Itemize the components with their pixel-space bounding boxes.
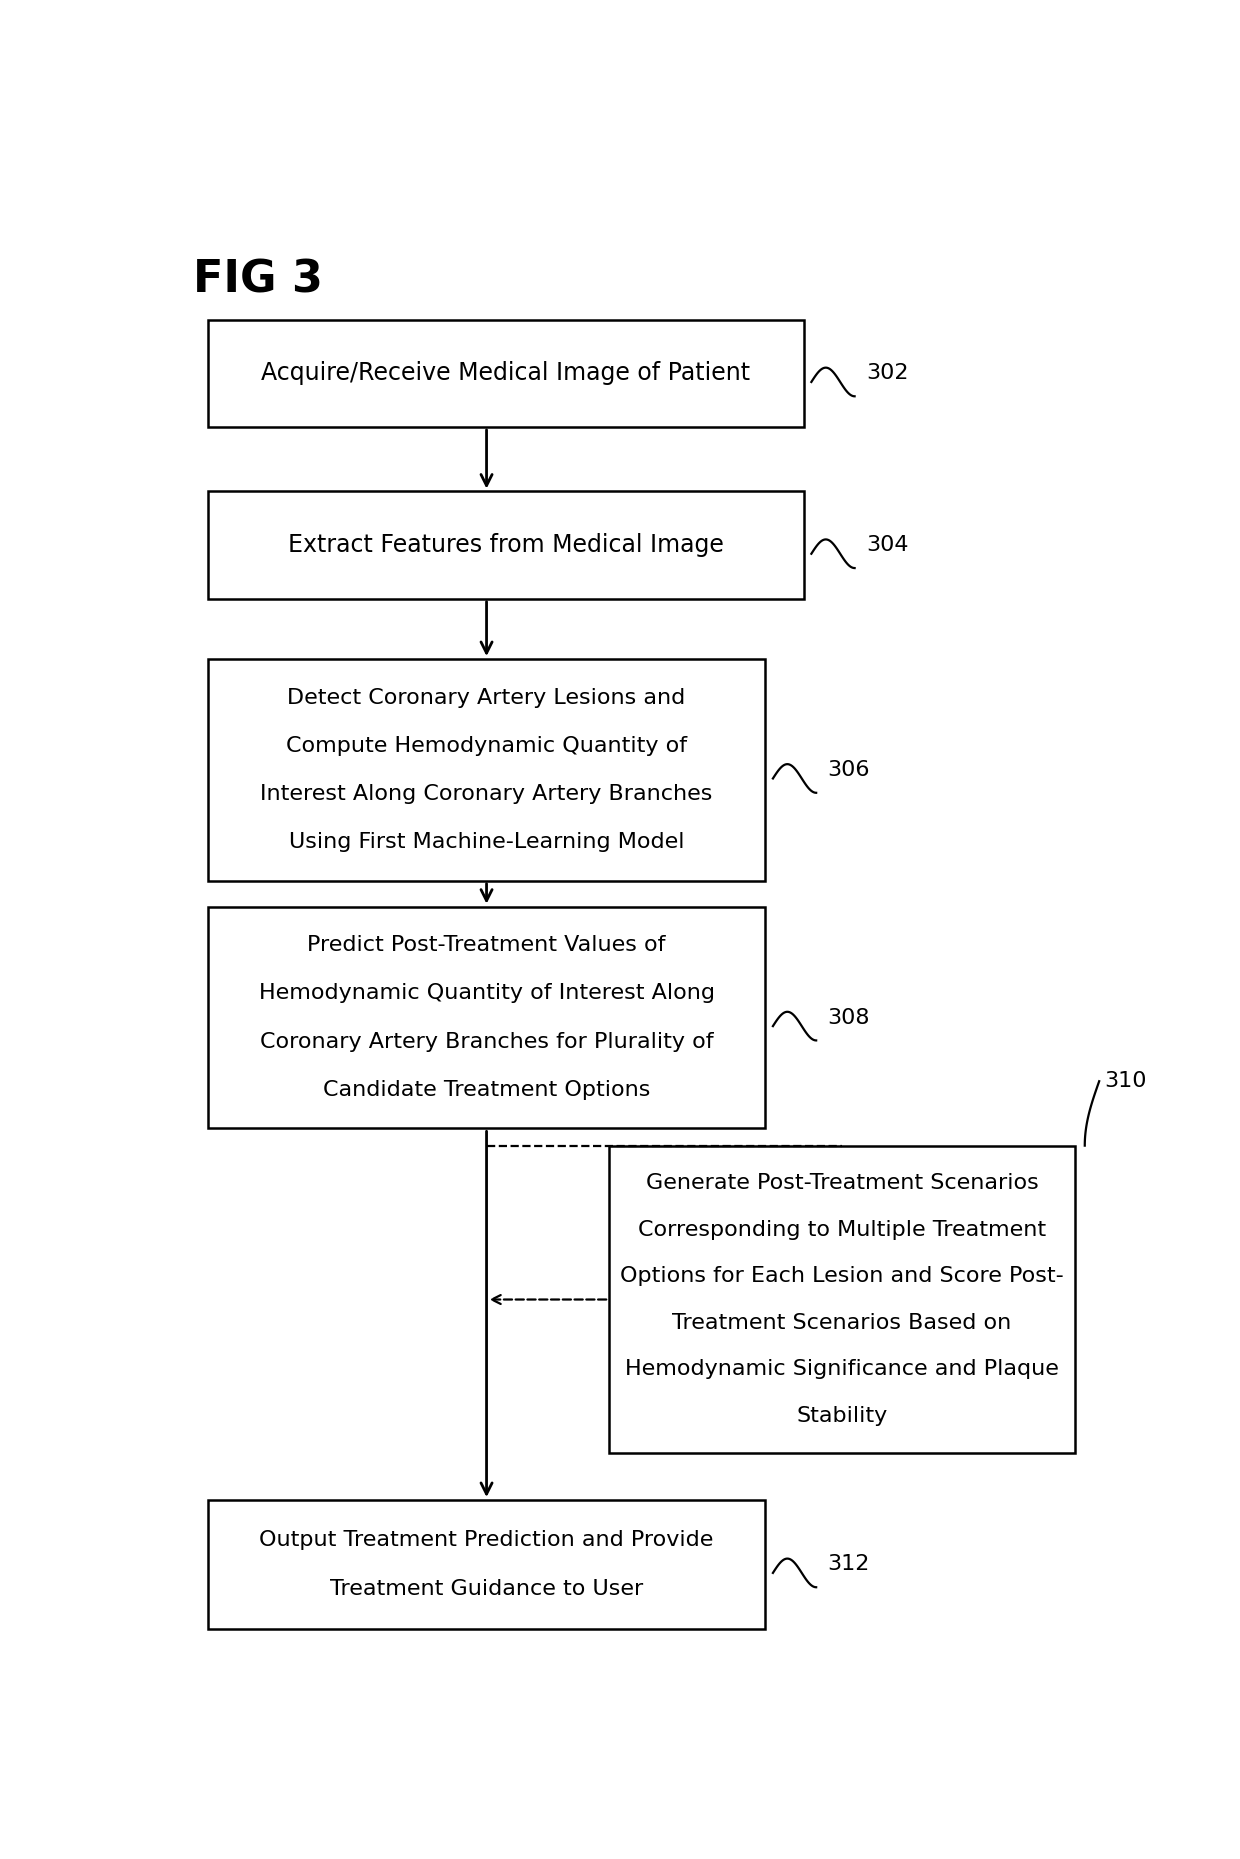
Text: Using First Machine-Learning Model: Using First Machine-Learning Model: [289, 833, 684, 851]
Text: Detect Coronary Artery Lesions and: Detect Coronary Artery Lesions and: [288, 688, 686, 708]
Text: Interest Along Coronary Artery Branches: Interest Along Coronary Artery Branches: [260, 784, 713, 803]
FancyBboxPatch shape: [208, 1500, 765, 1628]
Text: Candidate Treatment Options: Candidate Treatment Options: [322, 1080, 650, 1101]
Text: Compute Hemodynamic Quantity of: Compute Hemodynamic Quantity of: [286, 736, 687, 757]
Text: 306: 306: [828, 760, 870, 781]
Text: Options for Each Lesion and Score Post-: Options for Each Lesion and Score Post-: [620, 1266, 1064, 1286]
Text: Predict Post-Treatment Values of: Predict Post-Treatment Values of: [308, 935, 666, 956]
Text: FIG 3: FIG 3: [193, 258, 324, 301]
Text: Corresponding to Multiple Treatment: Corresponding to Multiple Treatment: [639, 1220, 1047, 1240]
Text: 304: 304: [867, 535, 909, 556]
Text: Acquire/Receive Medical Image of Patient: Acquire/Receive Medical Image of Patient: [262, 361, 750, 385]
Text: 308: 308: [828, 1008, 870, 1028]
Text: Generate Post-Treatment Scenarios: Generate Post-Treatment Scenarios: [646, 1173, 1038, 1193]
FancyBboxPatch shape: [208, 658, 765, 881]
Text: 302: 302: [867, 363, 909, 383]
Text: Coronary Artery Branches for Plurality of: Coronary Artery Branches for Plurality o…: [259, 1032, 713, 1052]
Text: Stability: Stability: [796, 1405, 888, 1426]
Text: Treatment Scenarios Based on: Treatment Scenarios Based on: [672, 1312, 1012, 1333]
Text: Hemodynamic Significance and Plaque: Hemodynamic Significance and Plaque: [625, 1359, 1059, 1379]
Text: Extract Features from Medical Image: Extract Features from Medical Image: [288, 534, 724, 558]
Text: Output Treatment Prediction and Provide: Output Treatment Prediction and Provide: [259, 1530, 714, 1550]
FancyBboxPatch shape: [208, 491, 804, 599]
Text: Hemodynamic Quantity of Interest Along: Hemodynamic Quantity of Interest Along: [259, 983, 714, 1004]
FancyBboxPatch shape: [609, 1145, 1075, 1454]
Text: 310: 310: [1104, 1071, 1147, 1091]
Text: 312: 312: [828, 1554, 870, 1575]
Text: Treatment Guidance to User: Treatment Guidance to User: [330, 1578, 644, 1599]
FancyBboxPatch shape: [208, 907, 765, 1128]
FancyBboxPatch shape: [208, 320, 804, 428]
